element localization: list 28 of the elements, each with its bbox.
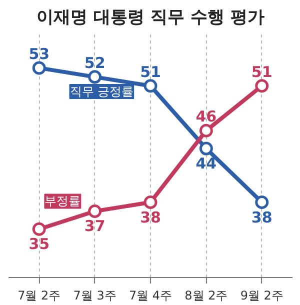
data-label: 38 [251,208,272,226]
data-label: 37 [84,217,106,236]
series-label: 직무 긍정률 [70,84,134,98]
point [144,79,158,93]
data-label: 35 [28,235,50,254]
data-label: 51 [140,62,161,81]
series-label: 부정률 [44,194,81,208]
x-tick-label: 7월 2주 [18,288,61,302]
point [88,70,102,84]
data-label: 44 [196,154,217,173]
chart-title: 이재명 대통령 직무 수행 평가 [36,8,264,28]
point [32,222,46,236]
point [88,204,102,218]
x-tick-label: 9월 2주 [240,288,284,302]
data-label: 53 [28,44,50,63]
x-tick-label: 7월 4주 [128,288,172,302]
x-tick-label: 7월 3주 [73,288,116,302]
data-label: 51 [251,62,272,81]
point [255,79,269,93]
data-label: 38 [140,208,161,226]
point [144,196,158,210]
point [199,142,213,156]
point [199,124,213,138]
x-tick-label: 8월 2주 [184,288,228,302]
data-label: 52 [84,54,106,72]
point [255,196,269,210]
point [32,61,46,75]
data-label: 46 [196,108,217,126]
